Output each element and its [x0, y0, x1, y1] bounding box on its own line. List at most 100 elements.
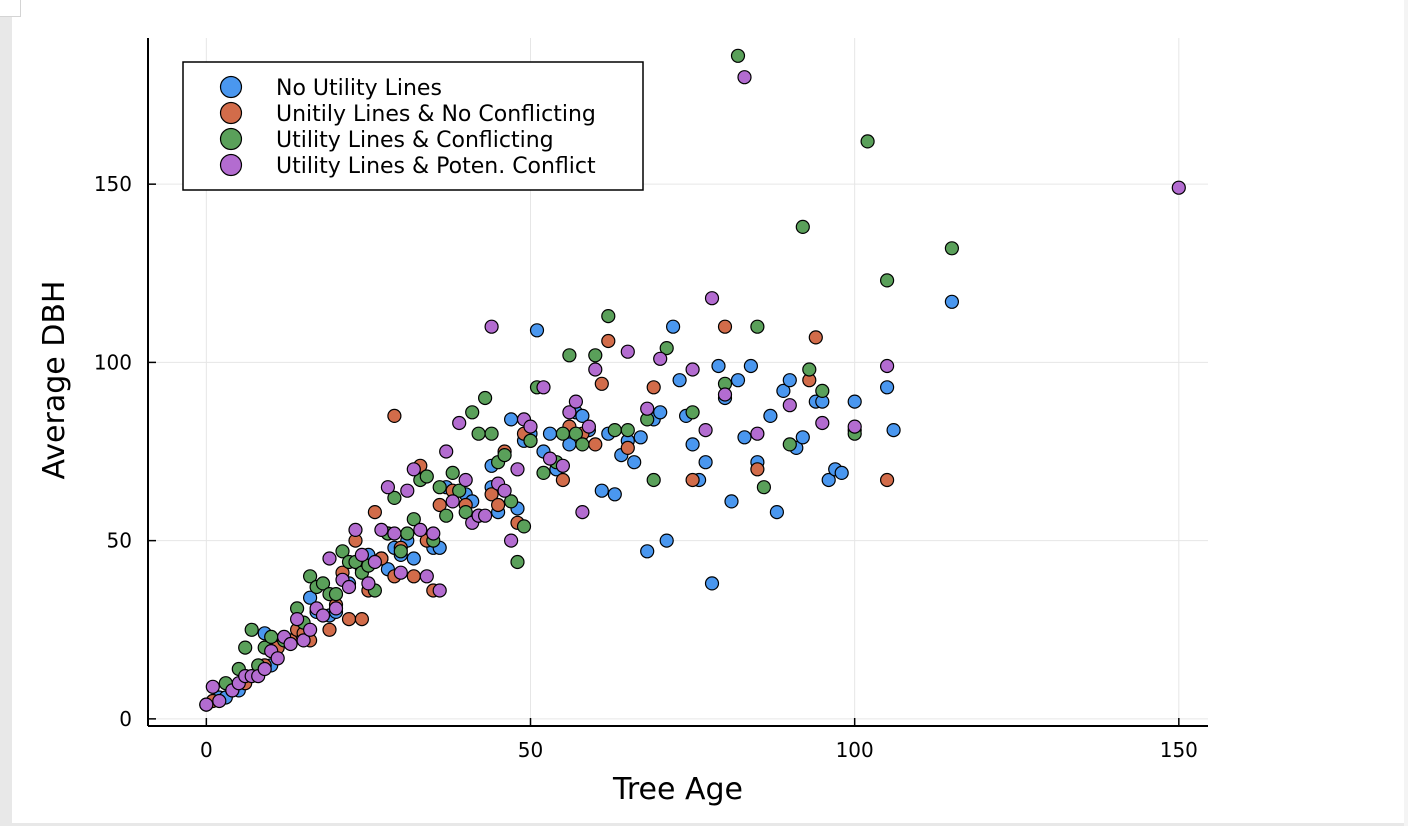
data-point — [529, 323, 545, 338]
data-point — [432, 480, 447, 495]
legend-marker — [219, 101, 243, 125]
y-axis-title: Average DBH — [37, 281, 72, 480]
data-point — [367, 554, 382, 570]
data-point — [328, 586, 344, 602]
data-point — [717, 387, 733, 402]
data-point — [491, 497, 506, 513]
data-point — [562, 348, 577, 363]
data-point — [406, 462, 421, 477]
data-point — [620, 440, 635, 455]
data-point — [815, 383, 830, 398]
data-point — [542, 451, 558, 466]
data-point — [238, 640, 253, 655]
data-point — [944, 241, 960, 256]
data-point — [808, 330, 823, 345]
data-point — [361, 576, 376, 591]
data-point — [607, 423, 622, 438]
data-point — [659, 341, 674, 356]
window-left-edge — [0, 0, 12, 826]
data-point — [380, 480, 395, 495]
data-point — [575, 437, 590, 452]
data-point — [782, 398, 797, 413]
data-point — [646, 380, 661, 395]
data-point — [782, 373, 797, 388]
window-corner — [0, 0, 21, 17]
data-point — [445, 465, 460, 480]
data-point — [328, 601, 344, 616]
legend-label: No Utility Lines — [276, 76, 442, 101]
data-point — [335, 544, 350, 559]
data-point — [756, 480, 772, 495]
data-point — [432, 497, 447, 513]
data-point — [711, 358, 726, 374]
data-point — [445, 494, 460, 509]
data-point — [601, 333, 616, 349]
data-point — [458, 472, 473, 488]
data-point — [594, 483, 609, 498]
data-point — [627, 455, 642, 470]
data-point — [769, 504, 785, 520]
data-point — [659, 533, 674, 548]
data-point — [685, 362, 700, 377]
data-point — [478, 390, 493, 406]
data-point — [698, 423, 713, 438]
data-point — [763, 408, 778, 423]
data-point — [542, 426, 558, 441]
data-point — [510, 554, 525, 570]
data-point — [504, 412, 519, 427]
data-point — [847, 419, 862, 434]
data-point — [568, 394, 584, 409]
data-point — [523, 419, 538, 434]
legend-label: Utility Lines & Conflicting — [276, 128, 554, 153]
grid-lines — [148, 38, 1208, 726]
data-point — [341, 611, 357, 627]
data-point — [348, 522, 363, 538]
tick-marks — [148, 183, 1180, 726]
data-point — [633, 430, 648, 445]
data-point — [815, 415, 830, 431]
data-point — [244, 622, 259, 637]
data-point — [290, 611, 305, 627]
data-point — [620, 423, 635, 438]
legend-marker — [219, 153, 243, 177]
data-point — [944, 294, 960, 309]
window-right-edge — [1404, 0, 1408, 826]
data-point — [458, 504, 473, 520]
data-point — [471, 426, 486, 441]
data-point — [581, 419, 597, 434]
data-point — [406, 551, 421, 566]
data-point — [484, 426, 499, 441]
legend-box — [182, 61, 644, 191]
data-point — [588, 362, 603, 377]
data-point — [387, 408, 402, 423]
data-point — [322, 622, 337, 637]
data-point — [212, 693, 227, 709]
data-point — [393, 544, 408, 559]
data-point — [886, 423, 901, 438]
data-point — [730, 373, 746, 388]
data-point — [685, 405, 700, 420]
data-point — [730, 48, 746, 63]
data-point — [834, 465, 849, 480]
data-point — [879, 273, 895, 288]
data-point — [640, 544, 655, 559]
data-point — [860, 134, 875, 149]
data-point — [387, 526, 402, 541]
y-tick-label: 50 — [107, 529, 132, 553]
data-point — [750, 462, 765, 477]
data-point — [406, 512, 421, 527]
data-point — [802, 362, 817, 377]
series-1 — [199, 294, 960, 712]
data-point — [322, 551, 337, 566]
legend-marker — [219, 127, 243, 151]
data-point — [698, 455, 713, 470]
tick-labels: 0 50 100 150 0 50 100 150 — [94, 172, 1198, 762]
data-point — [795, 430, 810, 445]
data-point — [575, 504, 590, 520]
data-point — [264, 629, 279, 645]
data-point — [555, 458, 571, 473]
data-point — [523, 433, 538, 448]
data-point — [387, 490, 402, 505]
